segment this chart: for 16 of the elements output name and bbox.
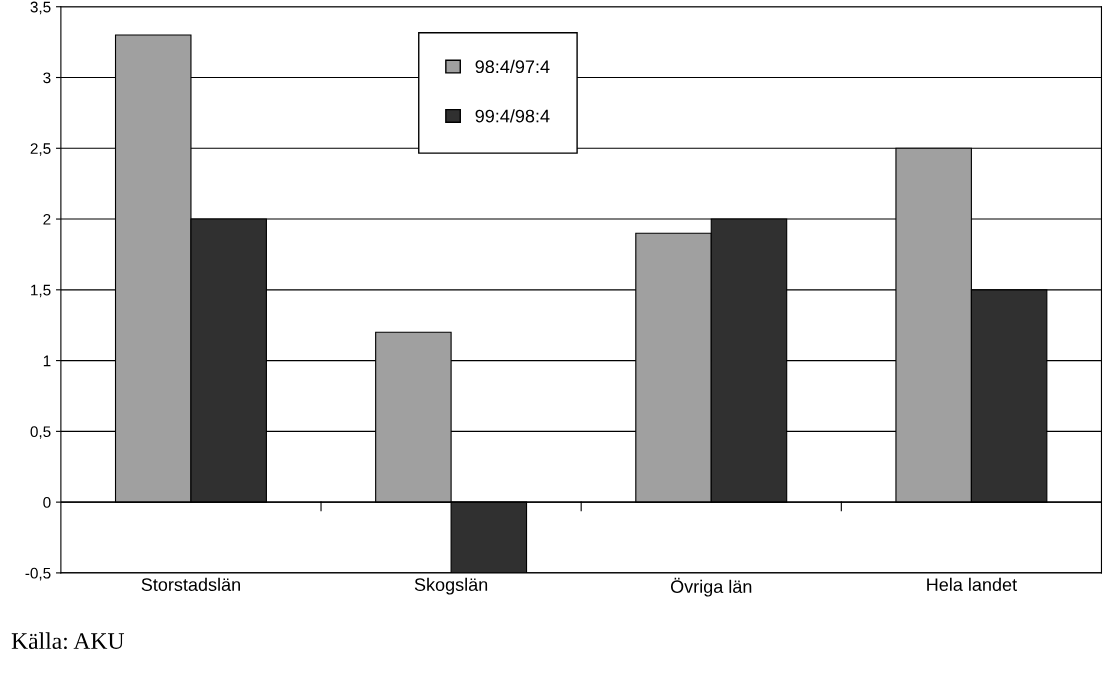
y-tick-label: 0,5 [30, 426, 51, 439]
x-tick-label: Övriga län [670, 577, 752, 597]
y-tick-label: 0 [43, 497, 51, 508]
x-tick-label: Hela landet [927, 577, 1017, 592]
x-tick-label: Storstadslän [141, 577, 240, 592]
y-tick-label: 2,5 [30, 143, 51, 156]
x-tick-label: Skogslän [414, 577, 488, 595]
y-tick-label: 3 [43, 72, 51, 84]
text: Källa: AKU [11, 632, 125, 650]
y-tick-label: 1,5 [31, 284, 51, 298]
legend-label: 99:4/98:4 [475, 109, 550, 123]
y-tick-label: 1 [43, 355, 51, 367]
y-tick-label: -0,5 [25, 567, 51, 581]
y-tick-label: 2 [43, 213, 51, 225]
legend-label: 98:4/97:4 [475, 59, 550, 74]
y-tick-label: 3,5 [30, 1, 51, 15]
